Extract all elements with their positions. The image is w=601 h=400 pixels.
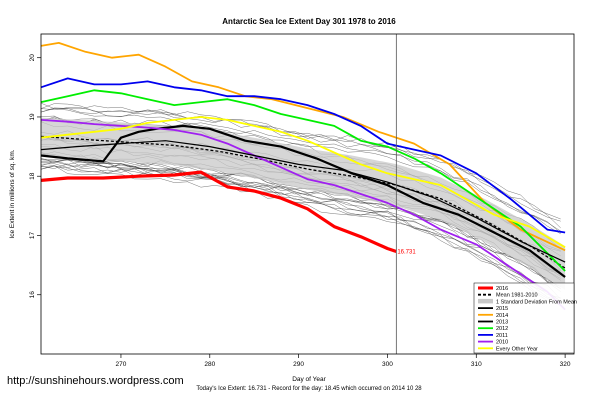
x-tick-label: 270 bbox=[116, 361, 127, 368]
y-axis-label: Ice Extent in millions of sq. km. bbox=[9, 149, 16, 238]
year-line bbox=[40, 158, 561, 302]
x-axis-ticks: 270 280 290 300 310 320 bbox=[116, 354, 571, 368]
y-tick-label: 19 bbox=[29, 113, 36, 121]
year-line bbox=[40, 116, 561, 234]
y-axis-ticks: 16 17 18 19 20 bbox=[29, 54, 41, 299]
legend-label: 2012 bbox=[496, 326, 508, 332]
legend-label: 2015 bbox=[496, 306, 508, 312]
x-axis-label: Day of Year bbox=[292, 376, 326, 383]
legend-label: 2011 bbox=[496, 333, 508, 339]
legend-label: 2014 bbox=[496, 313, 508, 319]
series-line-4 bbox=[40, 89, 566, 272]
chart-title: Antarctic Sea Ice Extent Day 301 1978 to… bbox=[222, 17, 396, 26]
std-dev-band bbox=[41, 117, 566, 290]
legend-label: 2016 bbox=[496, 286, 508, 292]
y-tick-label: 16 bbox=[29, 291, 36, 299]
year-line bbox=[40, 159, 561, 299]
series-line-6 bbox=[40, 119, 566, 311]
y-tick-label: 20 bbox=[29, 54, 36, 62]
series-line-2 bbox=[40, 124, 566, 278]
year-line bbox=[40, 163, 561, 292]
legend-swatch bbox=[478, 298, 493, 304]
series-line-0 bbox=[40, 170, 397, 254]
legend-label: 2010 bbox=[496, 340, 508, 346]
year-line bbox=[40, 103, 561, 234]
year-line bbox=[40, 155, 561, 303]
x-tick-label: 290 bbox=[293, 361, 304, 368]
year-line bbox=[40, 165, 561, 302]
legend-label: Mean 1981-2010 bbox=[496, 293, 538, 299]
year-line bbox=[40, 157, 561, 287]
watermark-url: http://sunshinehours.wordpress.com bbox=[7, 375, 184, 387]
x-tick-label: 300 bbox=[382, 361, 393, 368]
current-extent-label: 16.731 bbox=[397, 249, 416, 255]
y-tick-label: 18 bbox=[29, 172, 36, 180]
series-line-5 bbox=[40, 77, 566, 234]
plot-frame bbox=[40, 33, 575, 355]
y-tick-label: 17 bbox=[29, 231, 36, 239]
series-line-3 bbox=[40, 42, 566, 252]
legend-label: 1 Standard Deviation From Mean bbox=[496, 299, 577, 305]
series-line-7 bbox=[40, 116, 566, 249]
x-tick-label: 310 bbox=[471, 361, 482, 368]
series-line-8 bbox=[40, 140, 566, 263]
legend-label: Every Other Year bbox=[496, 346, 538, 352]
series-line-1 bbox=[40, 135, 566, 269]
year-line bbox=[40, 108, 561, 222]
legend-label: 2013 bbox=[496, 320, 508, 326]
x-tick-label: 280 bbox=[204, 361, 215, 368]
footer-text: Today's Ice Extent: 16.731 - Record for … bbox=[196, 386, 422, 392]
x-tick-label: 320 bbox=[560, 361, 571, 368]
series-lines bbox=[40, 42, 566, 311]
